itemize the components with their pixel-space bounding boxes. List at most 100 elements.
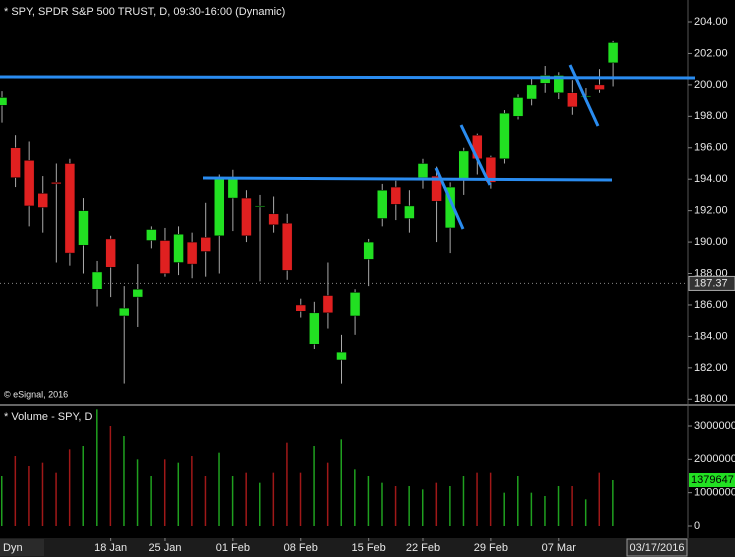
y-tick-label: 200.00	[694, 79, 728, 91]
y-tick-label: 180.00	[694, 393, 728, 405]
candle-body	[0, 97, 8, 106]
drawings	[0, 64, 696, 230]
volume-bar	[82, 446, 84, 526]
cursor-date-box	[626, 538, 688, 557]
volume-bar	[381, 482, 383, 526]
trendline	[0, 75, 696, 80]
volume-bar	[503, 492, 505, 526]
candle-body	[390, 186, 402, 205]
marks: 180.00182.00184.00186.00188.00190.00192.…	[0, 16, 735, 554]
volume-bar	[191, 456, 193, 526]
candle-body	[512, 97, 524, 117]
last-volume-box	[689, 473, 735, 488]
y-tick-label: 198.00	[694, 110, 728, 122]
volume-bar	[1, 476, 3, 526]
candle-body	[499, 112, 510, 160]
candle-body	[376, 189, 388, 219]
last-price-label: 187.37	[694, 277, 728, 289]
candle-body	[539, 75, 551, 84]
last-price-box	[688, 275, 735, 291]
y-tick-label: 0	[694, 520, 700, 532]
date-axis-bar	[0, 538, 735, 557]
volume-bar	[326, 462, 329, 526]
x-tick-label: 08 Feb	[284, 542, 318, 554]
volume-bar	[394, 486, 397, 526]
credit: © eSignal, 2016	[4, 389, 68, 399]
volume-bar	[421, 489, 424, 526]
candle-body	[526, 84, 537, 100]
volume-bar	[14, 456, 17, 526]
x-tick-label: 15 Feb	[352, 542, 386, 554]
volume-bar	[435, 482, 438, 526]
volume-bar	[204, 476, 207, 526]
x-tick-label: 29 Feb	[474, 542, 508, 554]
candle-body	[363, 241, 374, 260]
volume-title: * Volume - SPY, D	[4, 411, 93, 423]
candle-body	[268, 213, 279, 226]
candle-body	[417, 163, 429, 178]
candle-body	[132, 288, 144, 298]
volume-bar	[462, 476, 465, 526]
trendline	[568, 64, 600, 127]
candle-body	[241, 197, 252, 237]
candle-body	[146, 229, 157, 241]
volume-bar	[408, 486, 410, 526]
candle-body	[404, 205, 415, 219]
volume-bar	[163, 459, 166, 526]
candle-body	[173, 233, 184, 263]
x-tick-label: 07 Mar	[542, 542, 577, 554]
volume-bar	[150, 476, 152, 526]
volume-bar	[598, 472, 601, 526]
y-tick-label: 192.00	[694, 205, 728, 217]
volume-bar	[28, 466, 30, 526]
trendline	[434, 167, 465, 230]
y-tick-label: 190.00	[694, 236, 728, 248]
candle-body	[64, 163, 76, 254]
y-tick-label: 3000000	[694, 420, 735, 432]
mode-box	[0, 539, 44, 556]
candle-body	[472, 134, 483, 160]
candle-body	[118, 307, 130, 317]
volume-bar	[571, 486, 573, 526]
candle-body	[336, 351, 347, 361]
volume-bar	[489, 472, 492, 526]
x-tick-label: 25 Jan	[148, 542, 181, 554]
candle-body	[349, 292, 361, 317]
volume-bar	[584, 499, 587, 526]
volume-bar	[259, 482, 261, 526]
candle-body	[200, 237, 211, 252]
volume-bar	[299, 472, 302, 526]
candle-body	[594, 84, 605, 90]
candle-body	[607, 42, 619, 64]
candle-body	[322, 295, 334, 314]
volume-bar	[245, 472, 247, 526]
y-tick-label: 196.00	[694, 142, 728, 154]
volume-bar	[313, 446, 315, 526]
volume-bar	[612, 480, 614, 526]
x-tick-label: 01 Feb	[216, 542, 250, 554]
candle-body	[78, 210, 89, 246]
candle-body	[10, 147, 21, 178]
volume-bar	[123, 436, 125, 526]
volume-bar	[96, 409, 98, 526]
candle-body	[105, 238, 116, 268]
y-tick-label: 194.00	[694, 173, 728, 185]
volume-bar	[517, 476, 519, 526]
y-tick-label: 182.00	[694, 362, 728, 374]
candle-body	[567, 92, 578, 108]
candle-body	[281, 222, 293, 271]
candle-body	[91, 271, 103, 290]
volume-bar	[340, 439, 342, 526]
candle-body	[37, 193, 48, 208]
y-tick-label: 202.00	[694, 47, 728, 59]
volume-bar	[476, 472, 478, 526]
candle-body	[485, 156, 497, 183]
volume-bar	[109, 426, 112, 526]
volume-bar	[68, 449, 71, 526]
candle-body	[23, 160, 35, 207]
candle-body	[227, 178, 239, 199]
volume-bar	[557, 486, 560, 526]
candle-body	[159, 240, 171, 274]
volume-bar	[286, 442, 288, 526]
